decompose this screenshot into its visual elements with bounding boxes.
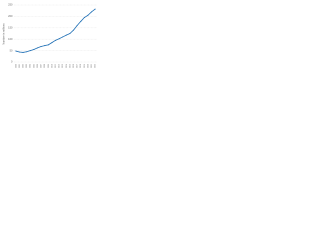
x-tick-label: 2010 [51, 64, 53, 68]
data-point [80, 20, 82, 22]
data-point [58, 38, 60, 40]
data-point [18, 51, 20, 53]
data-point [55, 39, 56, 41]
x-tick-label: 2000 [15, 64, 17, 68]
data-point [26, 51, 28, 53]
x-tick-label: 2016 [73, 64, 75, 68]
x-tick-label: 2014 [66, 64, 68, 68]
x-tick-label: 2022 [95, 64, 97, 68]
x-tick-label: 2003 [26, 64, 28, 68]
x-tick-label: 2012 [59, 64, 61, 68]
data-point [69, 33, 71, 34]
y-tick-label: 200 [8, 14, 13, 18]
data-point [83, 17, 85, 19]
x-tick-label: 2001 [19, 64, 21, 68]
y-tick-label: 50 [10, 48, 13, 52]
x-tick-label: 2020 [87, 64, 89, 68]
page: {"chart_data": {"type": "line", "y_label… [0, 0, 320, 71]
x-tick-label: 2021 [91, 64, 93, 68]
x-tick-label: 2019 [84, 64, 86, 68]
y-tick-label: 0 [11, 60, 13, 64]
y-tick-label: 150 [8, 25, 13, 29]
data-point [36, 47, 38, 49]
x-tick-label: 2002 [22, 64, 24, 68]
data-point [33, 48, 35, 50]
data-point [73, 29, 75, 31]
data-point [62, 36, 64, 38]
data-point [44, 45, 46, 47]
x-tick-label: 2011 [55, 64, 57, 68]
y-tick-label: 250 [8, 3, 13, 7]
y-tick-label: 100 [8, 37, 13, 41]
data-point [22, 51, 24, 53]
x-tick-label: 2013 [62, 64, 64, 68]
x-tick-label: 2015 [69, 64, 71, 68]
x-tick-label: 2017 [77, 64, 79, 68]
x-tick-label: 2018 [80, 64, 82, 68]
x-tick-label: 2006 [37, 64, 39, 68]
data-point [76, 25, 78, 27]
data-point [65, 34, 67, 36]
x-tick-label: 2004 [30, 64, 32, 68]
data-point [47, 44, 49, 46]
x-tick-label: 2008 [44, 64, 46, 68]
data-point [51, 42, 53, 44]
data-point [87, 14, 89, 16]
x-tick-label: 2009 [48, 64, 50, 68]
data-line [15, 8, 96, 53]
y-axis-title: Number in millions [2, 23, 6, 45]
data-point [91, 11, 93, 13]
data-point [40, 45, 42, 47]
x-tick-label: 2007 [41, 64, 43, 68]
data-point [94, 8, 96, 10]
x-tick-label: 2005 [33, 64, 35, 68]
data-point [15, 50, 17, 52]
data-point [29, 50, 31, 52]
